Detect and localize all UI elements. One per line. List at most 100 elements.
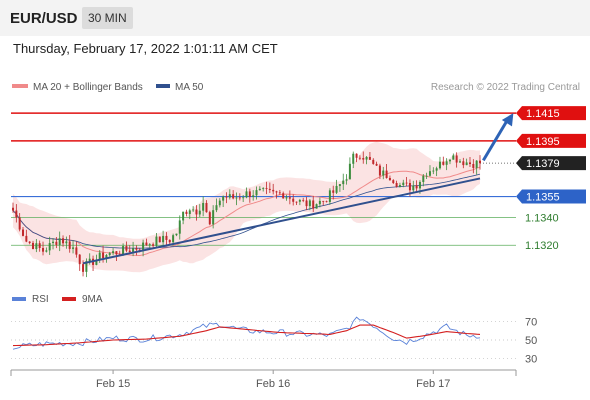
candle — [302, 197, 305, 203]
candle — [155, 233, 158, 249]
candle — [385, 164, 388, 179]
candle-body — [188, 210, 191, 214]
candle — [458, 159, 461, 163]
candle — [295, 201, 298, 205]
candle — [22, 226, 25, 237]
rsi-pane: 70 50 30 — [11, 316, 537, 366]
candle-body — [478, 160, 482, 164]
x-tick-label: Feb 16 — [256, 378, 290, 390]
candle-body — [465, 162, 468, 166]
candle-body — [275, 191, 278, 193]
candle-body — [178, 220, 181, 234]
level-tag-pivot — [516, 189, 586, 204]
candle-body — [78, 254, 81, 265]
candle — [265, 181, 268, 195]
candle-body — [108, 253, 111, 256]
rsi-ma-legend-swatch — [62, 297, 76, 301]
candle-body — [238, 197, 241, 199]
level-label-pivot: 1.1355 — [526, 192, 560, 204]
candle-body — [235, 197, 238, 199]
candle-body — [212, 210, 215, 225]
candle-body — [62, 238, 65, 244]
candle — [232, 190, 235, 200]
candle-body — [18, 217, 21, 230]
candle-body — [302, 199, 305, 201]
candle-body — [372, 159, 375, 164]
candle — [228, 189, 231, 200]
candle-body — [442, 161, 445, 165]
level-label-S2: 1.1320 — [525, 240, 559, 252]
candle-body — [105, 255, 108, 258]
candle-body — [28, 241, 31, 243]
candle — [15, 204, 18, 223]
candle-body — [365, 156, 368, 160]
candle — [252, 190, 255, 201]
candle — [428, 165, 431, 177]
candle-body — [305, 200, 308, 207]
candle — [422, 174, 425, 187]
candle — [112, 247, 115, 256]
candle-body — [348, 163, 351, 180]
candle — [332, 185, 335, 200]
candle-body — [328, 190, 331, 202]
candle-body — [208, 212, 211, 225]
candle — [225, 192, 228, 204]
candle-body — [75, 247, 78, 255]
candle — [75, 241, 78, 258]
candle — [382, 166, 385, 180]
candle-body — [58, 238, 61, 245]
candle-body — [265, 188, 268, 189]
candle-body — [468, 162, 471, 164]
candle — [435, 166, 438, 177]
candle-body — [345, 179, 348, 181]
candle — [362, 151, 365, 164]
candle-body — [155, 236, 158, 246]
candle-body — [332, 190, 335, 193]
candle — [285, 194, 288, 201]
candle-body — [198, 210, 201, 215]
candle-body — [322, 200, 325, 202]
bollinger-band — [13, 141, 480, 273]
candle-body — [228, 194, 231, 198]
candle-body — [462, 161, 465, 166]
candle — [468, 156, 471, 167]
candle-body — [338, 184, 341, 186]
candle-body — [402, 182, 405, 186]
candle — [452, 153, 455, 160]
rsi-ma-line — [12, 324, 481, 347]
candle — [192, 206, 195, 212]
candle-body — [452, 155, 455, 160]
candle-body — [232, 194, 235, 199]
candle — [215, 198, 218, 213]
ma20-legend-swatch — [12, 84, 28, 88]
candle — [438, 156, 441, 170]
candle-body — [98, 252, 101, 260]
candle-body — [35, 243, 38, 250]
candle — [305, 196, 308, 211]
candle — [258, 186, 261, 191]
candle — [65, 236, 68, 249]
candle-body — [128, 250, 131, 253]
candle — [98, 250, 101, 263]
rsi-legend-label: RSI — [32, 294, 49, 305]
candle — [395, 180, 398, 188]
candle-body — [258, 188, 261, 191]
x-tick-label: Feb 15 — [96, 378, 130, 390]
candle — [278, 189, 281, 195]
level-tag-last — [516, 156, 586, 171]
candle — [388, 175, 391, 181]
candle-body — [352, 153, 355, 164]
candle-body — [252, 195, 255, 197]
candle-body — [362, 158, 365, 160]
candle-body — [202, 202, 205, 211]
candle-body — [138, 249, 141, 251]
candle-body — [162, 235, 165, 243]
candle — [245, 187, 248, 199]
candle — [405, 176, 408, 187]
timeframe-badge[interactable]: 30 MIN — [82, 7, 133, 29]
trendline — [82, 177, 481, 265]
candle — [325, 200, 328, 203]
candle — [85, 258, 88, 278]
candle-body — [248, 191, 251, 197]
candle-body — [45, 250, 48, 252]
